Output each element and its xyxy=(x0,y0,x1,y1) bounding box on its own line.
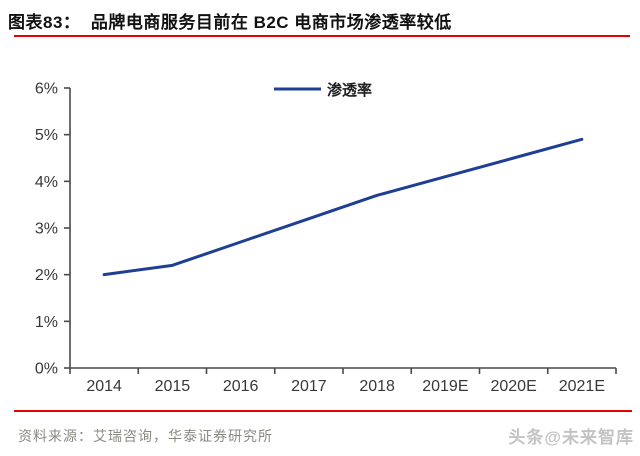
x-axis-label: 2021E xyxy=(559,378,605,395)
legend-label: 渗透率 xyxy=(327,81,372,99)
x-axis-label: 2017 xyxy=(291,378,327,395)
y-axis-label: 3% xyxy=(35,221,58,238)
y-axis-label: 6% xyxy=(35,81,58,98)
x-axis-label: 2018 xyxy=(359,378,395,395)
x-axis-label: 2015 xyxy=(155,378,191,395)
x-axis-label: 2016 xyxy=(223,378,259,395)
y-axis-label: 0% xyxy=(35,361,58,378)
y-axis-label: 2% xyxy=(35,267,58,284)
y-axis-label: 5% xyxy=(35,127,58,144)
x-axis-label: 2020E xyxy=(490,378,536,395)
figure-title: 图表83： 品牌电商服务目前在 B2C 电商市场渗透率较低 xyxy=(8,13,452,32)
y-axis-label: 1% xyxy=(35,314,58,331)
y-axis-label: 4% xyxy=(35,174,58,191)
x-axis-label: 2019E xyxy=(422,378,468,395)
watermark: 头条@未来智库 xyxy=(508,428,634,447)
footer-rule xyxy=(14,410,632,412)
title-underline xyxy=(14,35,630,37)
penetration-line xyxy=(102,137,584,277)
x-axis-label: 2014 xyxy=(86,378,122,395)
source-note: 资料来源：艾瑞咨询，华泰证券研究所 xyxy=(18,430,273,445)
